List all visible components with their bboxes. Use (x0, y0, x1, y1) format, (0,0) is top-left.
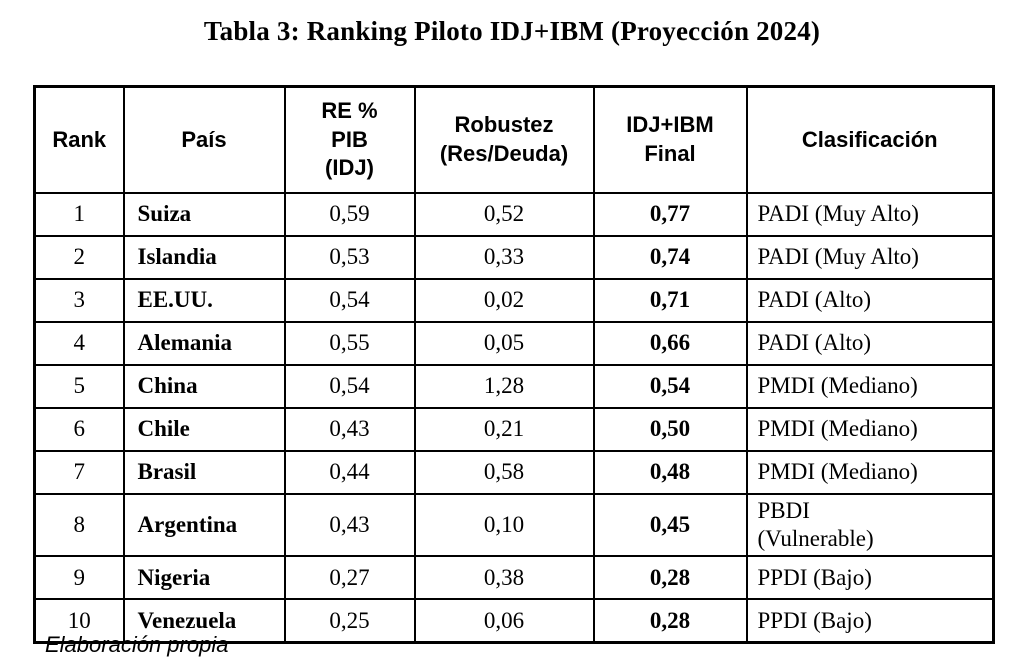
cell-re-pib: 0,54 (283, 278, 416, 323)
cell-re-pib: 0,54 (283, 364, 416, 409)
cell-robustez: 0,06 (413, 598, 595, 644)
ranking-table: Rank País RE % PIB (IDJ) Robustez (Res/D… (33, 85, 995, 645)
cell-clasificacion: PMDI (Mediano) (745, 450, 995, 495)
cell-rank: 6 (33, 407, 125, 452)
cell-pais: Brasil (122, 450, 286, 495)
cell-re-pib: 0,59 (283, 192, 416, 237)
table-row: 3 EE.UU. 0,54 0,02 0,71 PADI (Alto) (33, 278, 995, 323)
table-row: 7 Brasil 0,44 0,58 0,48 PMDI (Mediano) (33, 450, 995, 495)
header-idj-ibm-final: IDJ+IBM Final (592, 85, 748, 194)
cell-clasificacion: PADI (Muy Alto) (745, 192, 995, 237)
table-title: Tabla 3: Ranking Piloto IDJ+IBM (Proyecc… (203, 16, 821, 46)
cell-clasificacion: PMDI (Mediano) (745, 364, 995, 409)
cell-rank: 3 (33, 278, 125, 323)
cell-rank: 9 (33, 555, 125, 601)
cell-final: 0,71 (592, 278, 748, 323)
cell-robustez: 0,52 (413, 192, 595, 237)
cell-final: 0,66 (592, 321, 748, 366)
table-row: 1 Suiza 0,59 0,52 0,77 PADI (Muy Alto) (33, 192, 995, 237)
cell-clasificacion: PMDI (Mediano) (745, 407, 995, 452)
cell-pais: EE.UU. (122, 278, 286, 323)
cell-final: 0,50 (592, 407, 748, 452)
cell-robustez: 0,21 (413, 407, 595, 452)
cell-re-pib: 0,53 (283, 235, 416, 280)
cell-pais: Alemania (122, 321, 286, 366)
cell-final: 0,48 (592, 450, 748, 495)
cell-final: 0,74 (592, 235, 748, 280)
cell-final: 0,54 (592, 364, 748, 409)
table-header-row: Rank País RE % PIB (IDJ) Robustez (Res/D… (33, 85, 995, 194)
cell-robustez: 0,58 (413, 450, 595, 495)
header-pais: País (122, 85, 286, 194)
cell-clasificacion: PBDI (Vulnerable) (745, 492, 995, 558)
header-robustez: Robustez (Res/Deuda) (413, 85, 595, 194)
table-row: 2 Islandia 0,53 0,33 0,74 PADI (Muy Alto… (33, 235, 995, 280)
cell-rank: 8 (33, 492, 125, 558)
table-row: 8 Argentina 0,43 0,10 0,45 PBDI (Vulnera… (33, 492, 995, 558)
cell-re-pib: 0,55 (283, 321, 416, 366)
table-row: 6 Chile 0,43 0,21 0,50 PMDI (Mediano) (33, 407, 995, 452)
cell-pais: Islandia (122, 235, 286, 280)
cell-final: 0,77 (592, 192, 748, 237)
header-rank: Rank (33, 85, 125, 194)
cell-robustez: 0,05 (413, 321, 595, 366)
cell-clasificacion: PADI (Alto) (745, 278, 995, 323)
cell-clasificacion: PADI (Muy Alto) (745, 235, 995, 280)
table-row: 9 Nigeria 0,27 0,38 0,28 PPDI (Bajo) (33, 555, 995, 601)
cell-final: 0,45 (592, 492, 748, 558)
table-row: 4 Alemania 0,55 0,05 0,66 PADI (Alto) (33, 321, 995, 366)
cell-rank: 1 (33, 192, 125, 237)
cell-re-pib: 0,25 (283, 598, 416, 644)
cell-robustez: 0,33 (413, 235, 595, 280)
cell-robustez: 0,02 (413, 278, 595, 323)
table-row: 5 China 0,54 1,28 0,54 PMDI (Mediano) (33, 364, 995, 409)
cell-clasificacion: PPDI (Bajo) (745, 598, 995, 644)
cell-rank: 5 (33, 364, 125, 409)
header-clasificacion: Clasificación (745, 85, 995, 194)
cell-pais: China (122, 364, 286, 409)
cell-robustez: 0,38 (413, 555, 595, 601)
cell-pais: Suiza (122, 192, 286, 237)
cell-pais: Nigeria (122, 555, 286, 601)
cell-re-pib: 0,44 (283, 450, 416, 495)
header-re-pib-idj: RE % PIB (IDJ) (283, 85, 416, 194)
cell-rank: 4 (33, 321, 125, 366)
cell-pais: Venezuela (122, 598, 286, 644)
cell-final: 0,28 (592, 555, 748, 601)
cell-re-pib: 0,43 (283, 407, 416, 452)
table-row: 10 Venezuela 0,25 0,06 0,28 PPDI (Bajo) (33, 598, 995, 644)
cell-re-pib: 0,43 (283, 492, 416, 558)
cell-pais: Argentina (122, 492, 286, 558)
cell-re-pib: 0,27 (283, 555, 416, 601)
cell-final: 0,28 (592, 598, 748, 644)
cell-robustez: 0,10 (413, 492, 595, 558)
cell-clasificacion: PADI (Alto) (745, 321, 995, 366)
cell-robustez: 1,28 (413, 364, 595, 409)
cell-pais: Chile (122, 407, 286, 452)
cell-rank: 7 (33, 450, 125, 495)
cell-rank: 10 (33, 598, 125, 644)
cell-rank: 2 (33, 235, 125, 280)
cell-clasificacion: PPDI (Bajo) (745, 555, 995, 601)
source-note: Elaboración propia (45, 632, 229, 657)
table-body: 1 Suiza 0,59 0,52 0,77 PADI (Muy Alto) 2… (33, 192, 995, 644)
